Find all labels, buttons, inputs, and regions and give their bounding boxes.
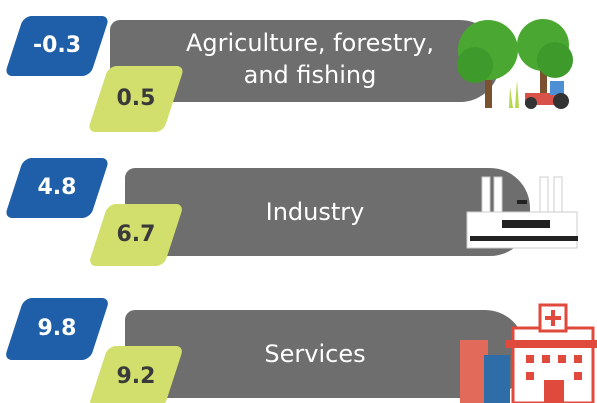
sector-label: Services — [190, 338, 440, 370]
value-a: -0.3 — [14, 16, 100, 76]
badge-a: -0.3 — [4, 16, 109, 76]
services-icon — [458, 300, 597, 403]
value-a: 4.8 — [14, 158, 100, 218]
value-b: 0.5 — [98, 66, 174, 132]
sector-label: Industry — [190, 196, 440, 228]
badge-b: 9.2 — [88, 346, 184, 403]
badge-a: 9.8 — [4, 298, 110, 360]
badge-b: 0.5 — [87, 66, 184, 132]
value-b: 6.7 — [98, 204, 174, 266]
badge-b: 6.7 — [88, 204, 184, 266]
industry-icon — [462, 172, 587, 252]
agriculture-icon — [455, 15, 585, 110]
badge-a: 4.8 — [4, 158, 109, 218]
infographic: Agriculture, forestry, and fishing 0.5 -… — [0, 0, 597, 403]
sector-label: Agriculture, forestry, and fishing — [170, 27, 450, 91]
value-a: 9.8 — [14, 298, 100, 360]
value-b: 9.2 — [98, 346, 174, 403]
